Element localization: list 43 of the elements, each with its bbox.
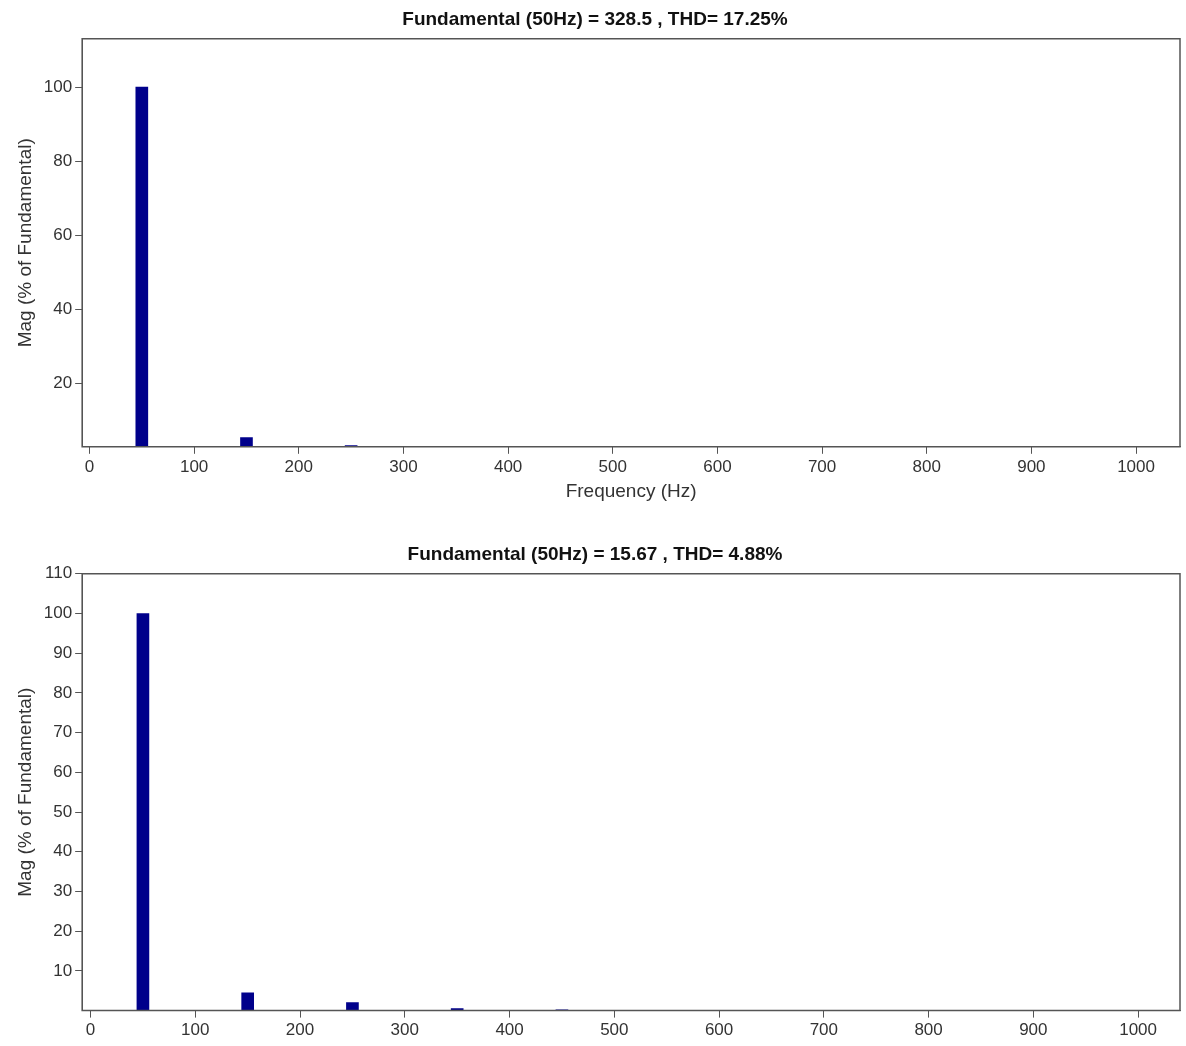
y-tick-label: 40 [53, 299, 73, 319]
x-tick-label: 300 [389, 456, 418, 476]
x-tick-label: 1000 [1117, 456, 1155, 476]
y-tick-label: 110 [45, 563, 73, 583]
y-tick-label: 20 [53, 373, 73, 393]
y-tick-label: 80 [53, 682, 73, 702]
y-tick-label: 60 [53, 762, 73, 782]
y-axis-title: Mag (% of Fundamental) [13, 687, 35, 897]
x-tick-label: 100 [179, 456, 209, 476]
x-tick-label: 200 [285, 1020, 315, 1040]
x-tick-label: 500 [598, 456, 627, 476]
x-tick-label: 200 [284, 456, 313, 476]
x-tick-label: 100 [181, 1020, 210, 1040]
y-tick-label: 50 [53, 801, 73, 821]
x-tick-label: 1000 [1119, 1020, 1158, 1040]
x-tick-label: 800 [914, 1020, 943, 1040]
x-tick-label: 0 [85, 1020, 96, 1040]
x-tick-label: 600 [703, 456, 732, 476]
chart-title: Fundamental (50Hz) = 15.67 , THD= 4.88% [407, 542, 783, 564]
x-tick-label: 0 [84, 456, 95, 476]
x-tick-label: 500 [600, 1020, 629, 1040]
y-tick-label: 60 [53, 225, 73, 245]
y-axis-title: Mag (% of Fundamental) [13, 138, 35, 348]
y-tick-label: 100 [43, 76, 73, 96]
y-tick-label: 40 [53, 841, 73, 861]
y-tick-label: 90 [53, 642, 73, 662]
x-tick-label: 400 [493, 456, 523, 476]
y-tick-label: 10 [53, 960, 73, 980]
x-tick-label: 800 [912, 456, 941, 476]
y-tick-label: 80 [53, 150, 73, 170]
x-tick-label: 900 [1017, 456, 1046, 476]
x-tick-label: 900 [1019, 1020, 1048, 1040]
x-tick-label: 400 [495, 1020, 524, 1040]
x-tick-label: 700 [807, 456, 837, 476]
y-tick-label: 30 [53, 881, 73, 901]
x-tick-label: 300 [390, 1020, 419, 1040]
y-tick-label: 70 [53, 722, 73, 742]
chart-title: Fundamental (50Hz) = 328.5 , THD= 17.25% [402, 7, 788, 29]
x-tick-label: 600 [704, 1020, 734, 1040]
x-axis-title: Frequency (Hz) [565, 479, 697, 501]
y-tick-label: 100 [43, 603, 73, 623]
y-tick-label: 20 [53, 920, 73, 940]
x-tick-label: 700 [809, 1020, 839, 1040]
